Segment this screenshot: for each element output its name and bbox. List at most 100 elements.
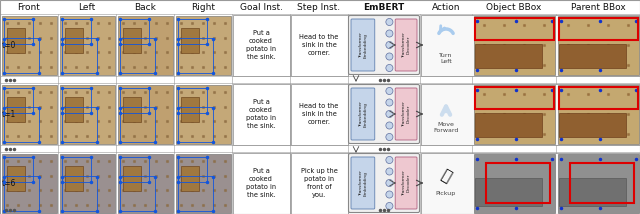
Bar xyxy=(61,19,90,43)
Text: Put a
cooked
potato in
the sink.: Put a cooked potato in the sink. xyxy=(246,30,276,60)
Text: 👋: 👋 xyxy=(438,167,454,185)
FancyBboxPatch shape xyxy=(349,15,419,74)
Bar xyxy=(181,97,198,122)
Bar xyxy=(7,97,25,122)
Text: t=0: t=0 xyxy=(2,40,17,49)
Bar xyxy=(120,107,155,141)
Bar xyxy=(118,85,173,144)
Bar xyxy=(559,178,626,206)
Text: Transformer
Embedding: Transformer Embedding xyxy=(358,32,367,58)
Bar xyxy=(570,163,634,203)
Bar xyxy=(474,85,554,144)
Circle shape xyxy=(386,191,393,198)
Bar xyxy=(63,107,97,141)
Bar xyxy=(61,157,90,181)
Bar xyxy=(61,88,90,113)
Text: Action: Action xyxy=(432,3,460,12)
Bar xyxy=(420,153,639,214)
Text: Right: Right xyxy=(191,3,215,12)
Text: Put a
cooked
potato in
the sink.: Put a cooked potato in the sink. xyxy=(246,168,276,198)
Bar xyxy=(63,38,97,73)
FancyBboxPatch shape xyxy=(349,85,419,144)
Bar xyxy=(420,15,639,76)
Circle shape xyxy=(386,110,393,117)
Circle shape xyxy=(386,156,393,163)
Text: Step Inst.: Step Inst. xyxy=(298,3,340,12)
Text: Transformer
Decoder: Transformer Decoder xyxy=(402,32,410,58)
Circle shape xyxy=(386,30,393,37)
Text: Transformer
Embedding: Transformer Embedding xyxy=(358,101,367,127)
Bar xyxy=(559,86,637,109)
Bar xyxy=(120,176,155,211)
Bar xyxy=(177,19,207,43)
Bar xyxy=(557,15,639,74)
Bar xyxy=(181,166,198,191)
Bar xyxy=(124,28,141,53)
Bar xyxy=(120,157,148,181)
FancyBboxPatch shape xyxy=(351,88,375,140)
Bar xyxy=(60,153,115,213)
Bar xyxy=(559,18,637,40)
Bar xyxy=(177,88,207,113)
Text: t=6: t=6 xyxy=(2,178,17,187)
Bar xyxy=(1,15,56,74)
Bar xyxy=(7,166,25,191)
Bar xyxy=(559,113,626,137)
Text: Head to the
sink in the
corner.: Head to the sink in the corner. xyxy=(300,103,339,125)
Bar xyxy=(120,88,148,113)
Bar xyxy=(175,85,230,144)
Circle shape xyxy=(386,53,393,60)
Bar xyxy=(232,83,289,144)
Circle shape xyxy=(386,88,393,95)
Bar xyxy=(474,86,554,109)
Bar xyxy=(120,19,148,43)
Bar xyxy=(63,176,97,211)
Text: Turn
Left: Turn Left xyxy=(439,53,452,64)
Bar xyxy=(474,43,541,68)
Bar xyxy=(175,153,230,213)
Text: Transformer
Decoder: Transformer Decoder xyxy=(402,170,410,196)
FancyBboxPatch shape xyxy=(396,88,417,140)
Bar xyxy=(232,15,289,76)
Bar xyxy=(474,178,541,206)
Circle shape xyxy=(386,122,393,129)
Bar xyxy=(65,28,83,53)
Bar xyxy=(4,107,39,141)
Bar xyxy=(60,15,115,74)
Bar xyxy=(3,88,33,113)
Text: Transformer
Embedding: Transformer Embedding xyxy=(358,170,367,196)
Bar xyxy=(179,107,213,141)
Bar xyxy=(474,113,541,137)
Bar xyxy=(60,85,115,144)
Text: Object BBox: Object BBox xyxy=(486,3,541,12)
FancyBboxPatch shape xyxy=(396,157,417,209)
Bar xyxy=(7,28,25,53)
Bar xyxy=(124,97,141,122)
Bar xyxy=(557,85,639,144)
Circle shape xyxy=(386,64,393,71)
Bar xyxy=(474,153,554,213)
Bar xyxy=(291,15,348,76)
Bar xyxy=(1,153,56,213)
Text: Parent BBox: Parent BBox xyxy=(571,3,625,12)
Bar xyxy=(124,166,141,191)
Text: Back: Back xyxy=(134,3,156,12)
Text: Pick up the
potato in
front of
you.: Pick up the potato in front of you. xyxy=(301,168,337,198)
Bar xyxy=(179,38,213,73)
Bar xyxy=(474,15,554,74)
Circle shape xyxy=(386,134,393,141)
Bar xyxy=(232,153,289,214)
Text: Left: Left xyxy=(78,3,95,12)
Circle shape xyxy=(386,99,393,106)
Circle shape xyxy=(386,202,393,210)
Bar xyxy=(559,43,626,68)
Bar xyxy=(65,166,83,191)
Bar xyxy=(118,15,173,74)
Bar xyxy=(181,28,198,53)
Text: Put a
cooked
potato in
the sink.: Put a cooked potato in the sink. xyxy=(246,99,276,129)
Text: Goal Inst.: Goal Inst. xyxy=(239,3,282,12)
Text: Transformer
Decoder: Transformer Decoder xyxy=(402,101,410,127)
Bar xyxy=(4,176,39,211)
Bar xyxy=(177,157,207,181)
Bar xyxy=(3,157,33,181)
